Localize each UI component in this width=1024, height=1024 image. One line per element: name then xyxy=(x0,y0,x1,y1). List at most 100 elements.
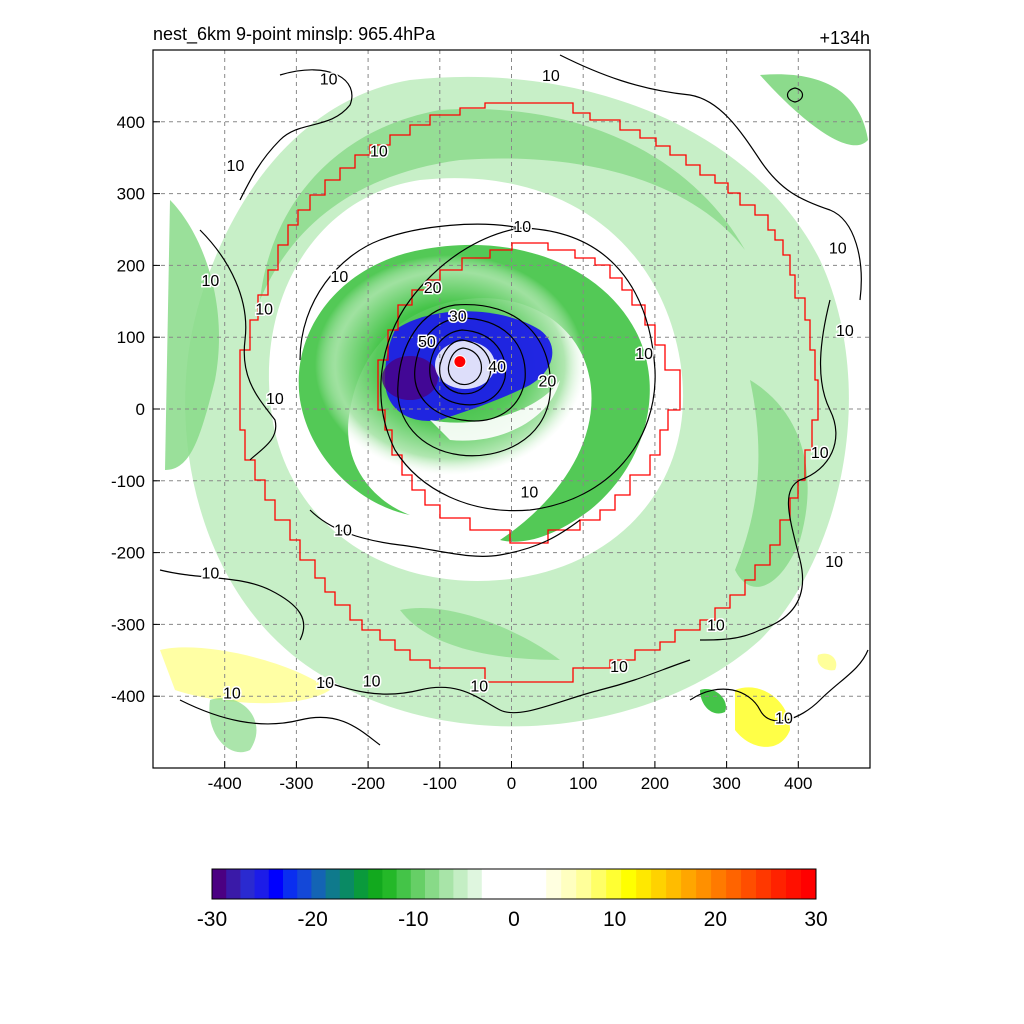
colorbar-swatch xyxy=(771,869,787,899)
contour-sw xyxy=(159,569,305,641)
contour-se xyxy=(689,649,869,722)
colorbar-swatch xyxy=(606,869,622,899)
colorbar-swatch xyxy=(467,869,483,899)
time-label: +134h xyxy=(819,28,870,48)
colorbar-swatch xyxy=(651,869,667,899)
outer-ring-band-north xyxy=(260,109,745,300)
contour-outer-west xyxy=(199,229,277,461)
colorbar-swatch xyxy=(410,869,426,899)
y-tick-label: 300 xyxy=(117,185,145,204)
contour-label: 10 xyxy=(227,158,245,175)
contour-label: 10 xyxy=(542,68,560,85)
contour-label: 10 xyxy=(255,301,273,318)
x-tick-label: -100 xyxy=(423,774,457,793)
contour-label: 10 xyxy=(811,445,829,462)
contour-label: 20 xyxy=(538,373,556,390)
northeast-patch xyxy=(760,74,868,146)
contour-ne-circle xyxy=(786,87,804,103)
colorbar-swatch xyxy=(786,869,802,899)
contour-50 xyxy=(439,339,492,395)
contour-label: 10 xyxy=(223,686,241,703)
yellow-patch-se xyxy=(735,687,790,747)
colorbar-swatch xyxy=(297,869,312,899)
outer-ring-light xyxy=(185,76,849,727)
contour-label: 10 xyxy=(825,554,843,571)
x-tick-label: 300 xyxy=(712,774,740,793)
contour-outer-south xyxy=(309,509,581,557)
eye-rainband-gap xyxy=(430,380,560,441)
contour-label: 10 xyxy=(331,269,349,286)
outer-boundary xyxy=(239,102,819,683)
contour-label: 10 xyxy=(610,659,628,676)
colorbar-swatch xyxy=(212,869,227,899)
yellow-patch-sw xyxy=(160,647,330,704)
colorbar-swatch xyxy=(439,869,454,899)
x-tick-label: 0 xyxy=(507,774,516,793)
contour-label: 50 xyxy=(418,334,436,351)
contour-inner-1 xyxy=(447,347,483,386)
y-axis-ticks: 400 300 200 100 0 -100 -200 -300 -400 xyxy=(111,113,160,706)
colorbar-swatch xyxy=(240,869,256,899)
west-band xyxy=(165,200,219,470)
x-tick-label: 400 xyxy=(784,774,812,793)
y-tick-label: 400 xyxy=(117,113,145,132)
colorbar-tick-label: 20 xyxy=(704,908,727,931)
contour-label: 10 xyxy=(470,678,488,695)
colorbar-tick-label: 0 xyxy=(508,908,520,931)
y-tick-label: 200 xyxy=(117,256,145,275)
contour-30 xyxy=(414,317,526,422)
contour-label: 10 xyxy=(316,675,334,692)
eyewall-purple xyxy=(382,356,438,400)
colorbar-swatch xyxy=(636,869,652,899)
x-tick-label: 100 xyxy=(569,774,597,793)
green-patch-sw xyxy=(209,698,257,753)
contour-label: 10 xyxy=(363,673,381,690)
colorbar-swatch xyxy=(741,869,757,899)
contour-label: 10 xyxy=(266,391,284,408)
contour-40 xyxy=(429,329,507,406)
east-band xyxy=(735,380,808,587)
storm-center-marker xyxy=(453,355,467,369)
colorbar-swatch xyxy=(481,869,547,899)
colorbar-swatch xyxy=(382,869,398,899)
x-tick-label: -300 xyxy=(279,774,313,793)
contour-20 xyxy=(397,304,552,457)
contour-label: 10 xyxy=(201,273,219,290)
green-patch-se xyxy=(700,689,726,714)
contour-lines xyxy=(159,54,869,746)
colorbar-swatch xyxy=(424,869,440,899)
contour-label: 40 xyxy=(488,359,506,376)
colorbar-swatch xyxy=(621,869,637,899)
colorbar-swatch xyxy=(396,869,412,899)
contour-label: 10 xyxy=(201,566,219,583)
contour-label: 10 xyxy=(370,144,388,161)
inner-boundary xyxy=(377,242,681,544)
colorbar-swatch xyxy=(453,869,469,899)
x-tick-label: 200 xyxy=(641,774,669,793)
y-tick-label: -300 xyxy=(111,615,145,634)
contour-outer-ne xyxy=(559,54,862,301)
colorbar-tick-label: -10 xyxy=(398,908,428,931)
colorbar-swatch xyxy=(591,869,607,899)
colorbar-swatch xyxy=(696,869,712,899)
colorbar-swatch xyxy=(353,869,369,899)
plot-area: 10 10 10 10 10 10 10 10 10 10 10 10 10 10 10 10 10 10 10 10… xyxy=(153,50,870,768)
x-tick-label: -200 xyxy=(351,774,385,793)
contour-label: 30 xyxy=(449,309,467,326)
colorbar-tick-label: 30 xyxy=(804,908,827,931)
contour-ss xyxy=(319,659,691,714)
colorbar-frame xyxy=(211,868,817,900)
colorbar-swatch xyxy=(756,869,772,899)
chart-title: nest_6km 9-point minslp: 965.4hPa xyxy=(153,24,436,45)
contour-label: 10 xyxy=(836,323,854,340)
y-tick-label: -100 xyxy=(111,472,145,491)
colorbar: -30 -20 -10 0 10 20 30 xyxy=(197,868,828,931)
shading-field xyxy=(160,74,868,753)
colorbar-swatch xyxy=(576,869,592,899)
colorbar-tick-label: -20 xyxy=(297,908,327,931)
colorbar-swatch xyxy=(561,869,577,899)
colorbar-swatch xyxy=(226,869,241,899)
contour-10-west xyxy=(299,223,521,361)
colorbar-swatch xyxy=(801,869,817,899)
